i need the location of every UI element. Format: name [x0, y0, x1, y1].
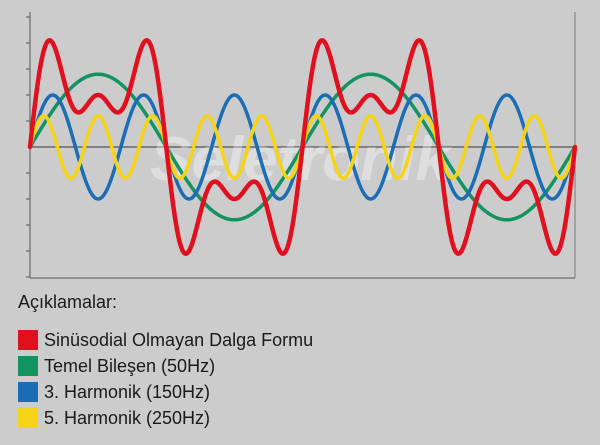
legend-swatch-blue — [18, 382, 38, 402]
legend-item-nonsinusoidal: Sinüsodial Olmayan Dalga Formu — [18, 327, 313, 353]
legend-label: Temel Bileşen (50Hz) — [44, 355, 216, 376]
legend-label: 5. Harmonik (250Hz) — [44, 407, 211, 428]
legend-swatch-yellow — [18, 408, 38, 428]
legend-swatch-green — [18, 356, 38, 376]
legend-item-3rd-harmonic: 3. Harmonik (150Hz) — [18, 379, 313, 405]
legend-title: Açıklamalar: — [18, 292, 118, 312]
legend-item-fundamental: Temel Bileşen (50Hz) — [18, 353, 313, 379]
waveform-chart: Seletronik — [26, 12, 578, 279]
legend-label: Sinüsodial Olmayan Dalga Formu — [44, 329, 314, 350]
legend-swatch-red — [18, 330, 38, 350]
legend-item-5th-harmonic: 5. Harmonik (250Hz) — [18, 405, 313, 431]
chart-svg: Seletronik — [26, 12, 578, 279]
legend-label: 3. Harmonik (150Hz) — [44, 381, 211, 402]
series-layer — [27, 38, 578, 256]
legend: Sinüsodial Olmayan Dalga Formu Temel Bil… — [18, 327, 313, 431]
series-line-nonsinusoidal — [27, 38, 578, 256]
